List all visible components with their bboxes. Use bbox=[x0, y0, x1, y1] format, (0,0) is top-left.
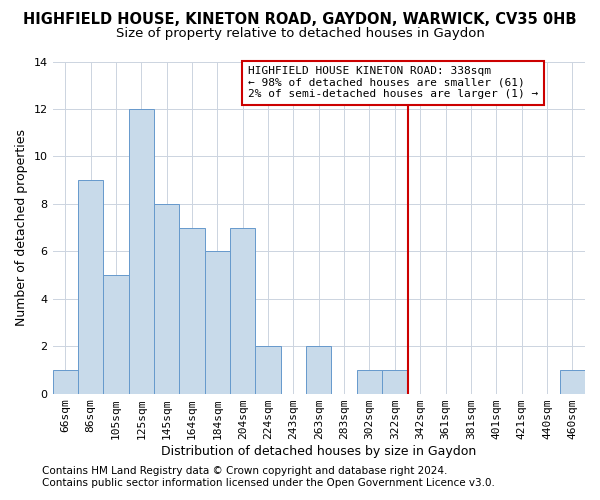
Bar bbox=[179, 228, 205, 394]
Text: HIGHFIELD HOUSE, KINETON ROAD, GAYDON, WARWICK, CV35 0HB: HIGHFIELD HOUSE, KINETON ROAD, GAYDON, W… bbox=[23, 12, 577, 28]
Bar bbox=[78, 180, 103, 394]
Y-axis label: Number of detached properties: Number of detached properties bbox=[15, 129, 28, 326]
Bar bbox=[560, 370, 585, 394]
X-axis label: Distribution of detached houses by size in Gaydon: Distribution of detached houses by size … bbox=[161, 444, 476, 458]
Bar bbox=[382, 370, 407, 394]
Text: Contains HM Land Registry data © Crown copyright and database right 2024.
Contai: Contains HM Land Registry data © Crown c… bbox=[42, 466, 495, 487]
Bar bbox=[53, 370, 78, 394]
Bar bbox=[205, 252, 230, 394]
Bar bbox=[306, 346, 331, 394]
Bar bbox=[128, 109, 154, 394]
Bar bbox=[103, 275, 128, 394]
Text: Size of property relative to detached houses in Gaydon: Size of property relative to detached ho… bbox=[116, 28, 484, 40]
Text: HIGHFIELD HOUSE KINETON ROAD: 338sqm
← 98% of detached houses are smaller (61)
2: HIGHFIELD HOUSE KINETON ROAD: 338sqm ← 9… bbox=[248, 66, 538, 100]
Bar bbox=[256, 346, 281, 394]
Bar bbox=[154, 204, 179, 394]
Bar bbox=[357, 370, 382, 394]
Bar bbox=[230, 228, 256, 394]
